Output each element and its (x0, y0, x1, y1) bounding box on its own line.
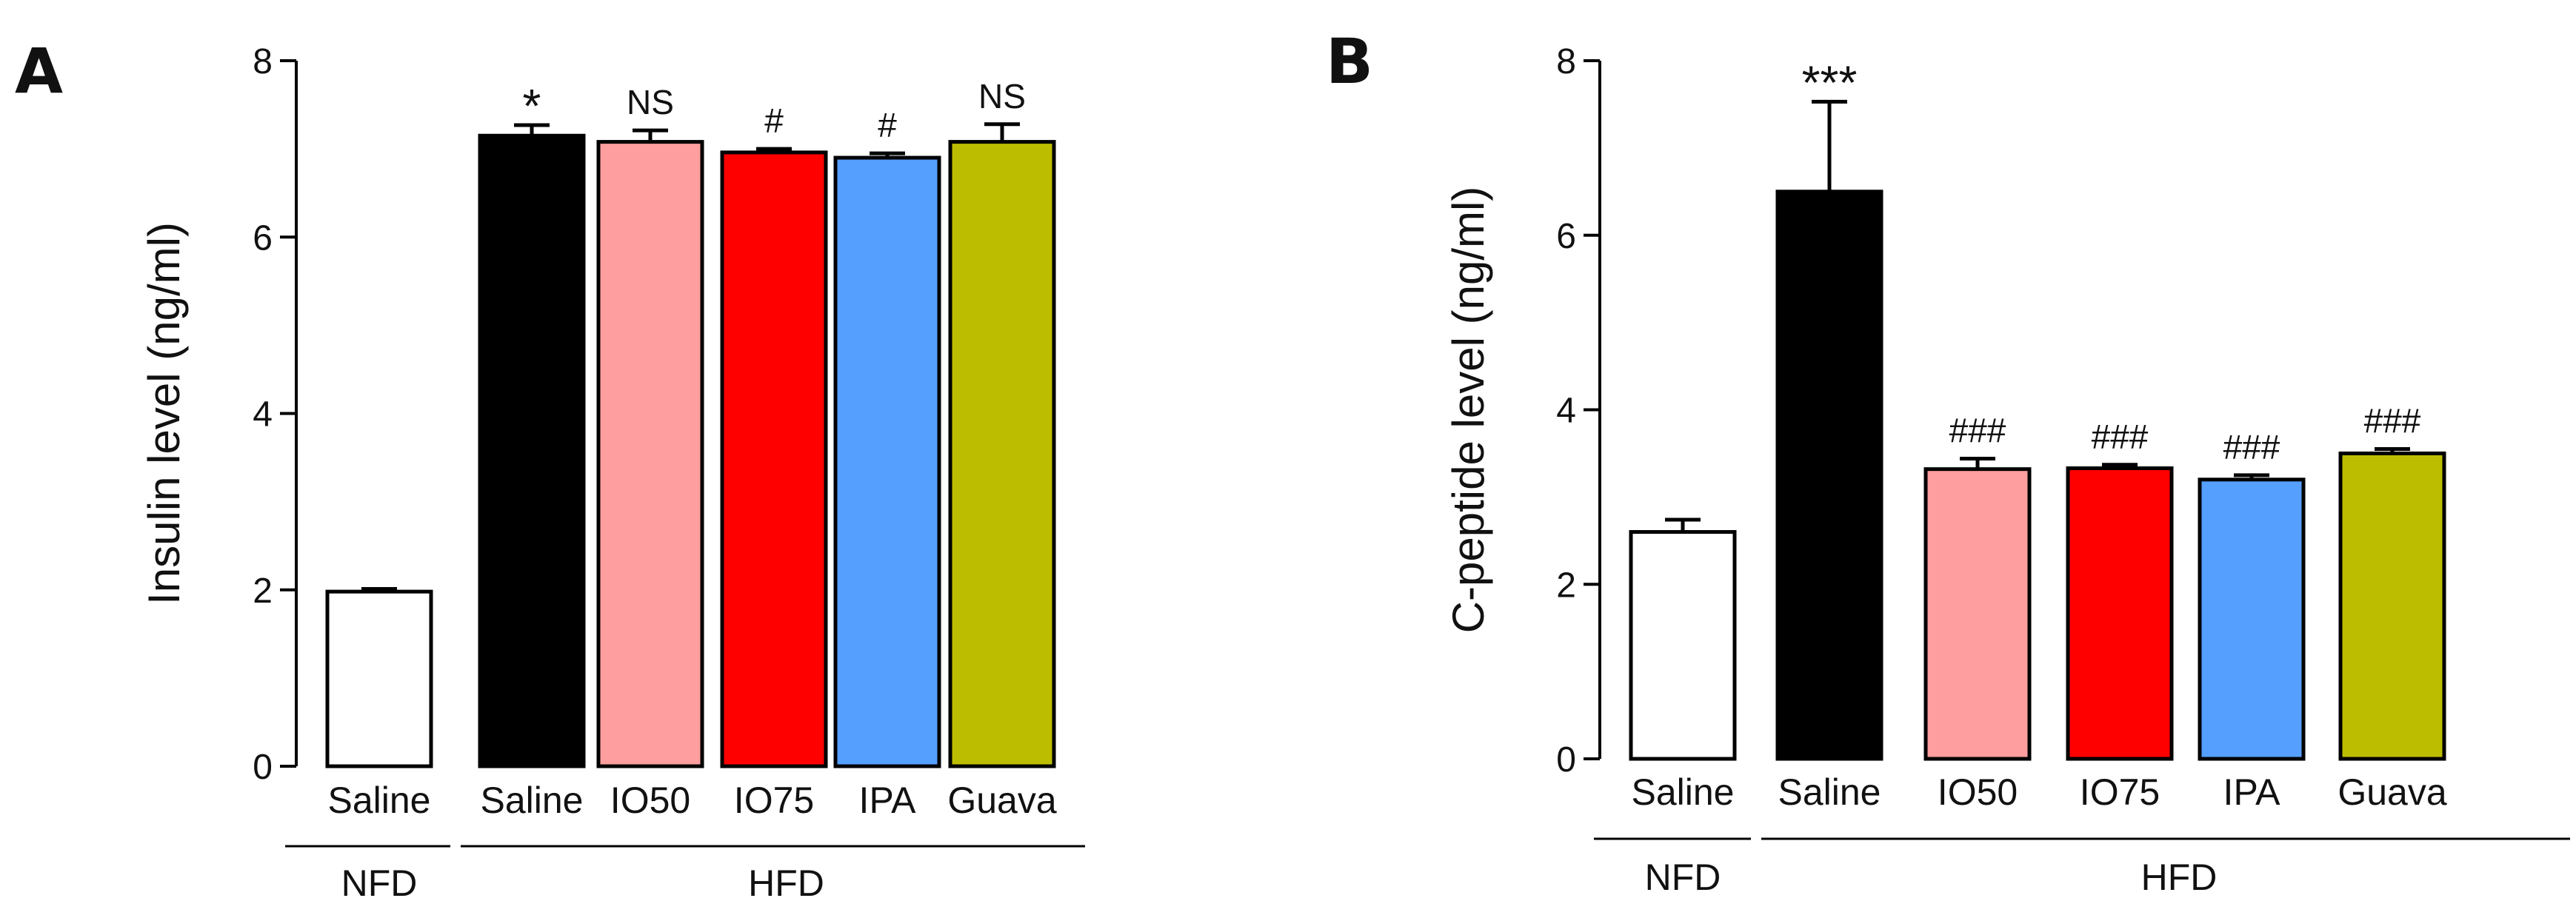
group-label: NFD (1645, 857, 1721, 898)
bar (2198, 478, 2306, 761)
bar (596, 140, 704, 768)
y-tick-label: 8 (253, 42, 273, 81)
bar (2338, 451, 2446, 761)
significance-label: ### (1949, 412, 2006, 450)
category-label: Saline (481, 780, 584, 821)
category-label: IO50 (610, 780, 690, 821)
bar (478, 133, 586, 768)
significance-label: ### (2364, 402, 2421, 440)
group-label: HFD (748, 862, 824, 904)
bar (1629, 530, 1737, 761)
panel-letter: B (1326, 25, 1373, 98)
y-tick-label: 6 (253, 218, 273, 258)
category-label: IPA (859, 780, 917, 821)
category-label: IO75 (2080, 771, 2160, 813)
y-tick-label: 2 (253, 572, 273, 611)
y-tick-label: 6 (1556, 217, 1576, 256)
group-label: NFD (341, 862, 418, 904)
significance-label: # (878, 106, 897, 144)
significance-label: ### (2223, 428, 2280, 466)
category-label: IPA (2223, 771, 2281, 813)
bar (325, 589, 433, 768)
panel-letter: A (15, 35, 63, 107)
category-label: IO50 (1938, 771, 2018, 813)
y-tick-label: 4 (1556, 392, 1576, 431)
y-tick-label: 4 (253, 395, 273, 435)
bar (1923, 467, 2032, 761)
category-label: Saline (1632, 771, 1735, 813)
y-axis-title: Insulin level (ng/ml) (139, 222, 189, 605)
y-axis-title: C-peptide level (ng/ml) (1444, 187, 1493, 634)
y-tick-label: 0 (1556, 740, 1576, 780)
significance-label: NS (978, 77, 1026, 115)
bar (948, 140, 1056, 768)
bar (720, 150, 828, 768)
chart-panel-b: B 0 2 4 6 8 C-peptide level (ng/ml) Saline *** Sa… (1326, 25, 2570, 898)
significance-label: *** (1802, 56, 1858, 109)
y-tick-label: 2 (1556, 566, 1576, 605)
category-label: Guava (947, 780, 1057, 821)
bar (2066, 466, 2174, 761)
significance-label: * (523, 79, 541, 133)
category-label: Guava (2338, 771, 2447, 813)
category-label: Saline (1778, 771, 1881, 813)
category-label: Saline (328, 780, 431, 821)
significance-label: NS (627, 83, 674, 121)
bar (833, 155, 941, 768)
significance-label: # (764, 101, 784, 140)
chart-panel-a: A 0 2 4 6 8 Insulin level (ng/ml) Saline * Saline… (15, 35, 1085, 904)
y-tick-label: 8 (1556, 42, 1576, 81)
bar (1775, 190, 1883, 761)
group-label: HFD (2141, 857, 2218, 898)
category-label: IO75 (734, 780, 814, 821)
significance-label: ### (2092, 418, 2149, 456)
y-tick-label: 0 (253, 748, 273, 787)
